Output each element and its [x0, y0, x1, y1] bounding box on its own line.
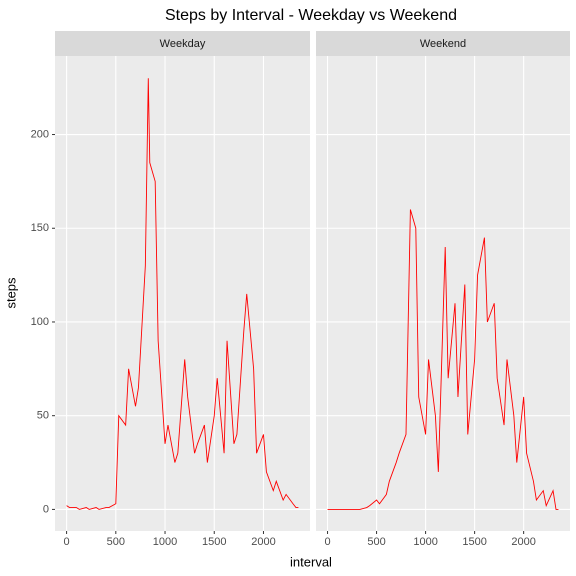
x-tick-label: 2000	[251, 536, 275, 548]
chart-title: Steps by Interval - Weekday vs Weekend	[165, 7, 457, 24]
y-tick-label: 200	[31, 128, 49, 140]
x-tick-label: 500	[367, 536, 385, 548]
x-tick-label: 0	[324, 536, 330, 548]
x-tick-label: 2000	[511, 536, 535, 548]
strip-label: Weekday	[160, 38, 206, 50]
x-tick-label: 1000	[413, 536, 437, 548]
x-axis-title: interval	[290, 554, 332, 569]
y-tick-label: 150	[31, 222, 49, 234]
data-line	[327, 209, 559, 510]
panel-background	[316, 56, 570, 531]
y-tick-label: 50	[37, 410, 49, 422]
y-tick-label: 0	[43, 503, 49, 515]
x-tick-label: 1000	[153, 536, 177, 548]
x-tick-label: 1500	[202, 536, 226, 548]
x-tick-label: 1500	[462, 536, 486, 548]
panel-background	[55, 56, 310, 531]
strip-label: Weekend	[420, 38, 466, 50]
data-line	[66, 78, 299, 510]
y-tick-label: 100	[31, 316, 49, 328]
x-tick-label: 500	[107, 536, 125, 548]
strip-background	[316, 31, 570, 56]
y-axis-title: steps	[3, 277, 18, 309]
strip-background	[55, 31, 310, 56]
x-tick-label: 0	[64, 536, 70, 548]
